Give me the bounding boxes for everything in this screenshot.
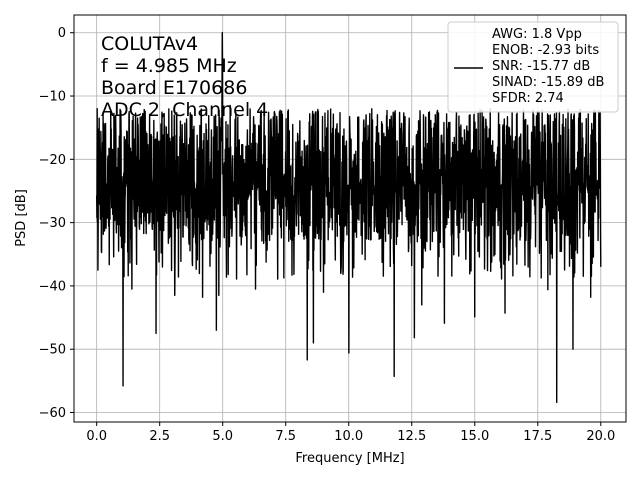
x-tick-label: 15.0 <box>460 429 489 444</box>
x-tick-label: 5.0 <box>212 429 233 444</box>
annotation-line: ADC 2, Channel 4 <box>101 99 268 121</box>
x-tick-label: 7.5 <box>275 429 296 444</box>
psd-series-line <box>95 32 602 404</box>
y-tick-label: −40 <box>39 279 66 294</box>
y-tick-label: 0 <box>58 26 66 41</box>
series-group <box>95 32 602 404</box>
y-axis-label: PSD [dB] <box>14 189 29 247</box>
legend-entry-line: ENOB: -2.93 bits <box>492 43 599 58</box>
y-tick-label: −60 <box>39 406 66 421</box>
x-tick-label: 20.0 <box>586 429 615 444</box>
x-tick-label: 2.5 <box>149 429 170 444</box>
legend-entry-line: SNR: -15.77 dB <box>492 59 590 74</box>
y-tick-label: −50 <box>39 343 66 358</box>
y-axis: 0 −10 −20 −30 −40 −50 −60 <box>39 26 74 421</box>
annotation-line: COLUTAv4 <box>101 33 198 55</box>
x-axis: 0.0 2.5 5.0 7.5 10.0 12.5 15.0 17.5 20.0 <box>86 422 615 444</box>
legend-entry-line: SFDR: 2.74 <box>492 91 564 106</box>
x-tick-label: 10.0 <box>334 429 363 444</box>
plot-frame <box>73 14 627 423</box>
x-tick-label: 17.5 <box>523 429 552 444</box>
y-tick-label: −30 <box>39 216 66 231</box>
y-tick-label: −20 <box>39 153 66 168</box>
legend-box <box>447 21 619 113</box>
legend-entry-line: SINAD: -15.89 dB <box>492 75 604 90</box>
x-axis-label: Frequency [MHz] <box>295 451 404 466</box>
annotation-line: f = 4.985 MHz <box>101 55 237 77</box>
legend-entry-line: AWG: 1.8 Vpp <box>492 27 582 42</box>
annotation-line: Board E170686 <box>101 77 247 99</box>
x-tick-label: 12.5 <box>397 429 426 444</box>
x-tick-label: 0.0 <box>86 429 107 444</box>
y-tick-label: −10 <box>39 90 66 105</box>
